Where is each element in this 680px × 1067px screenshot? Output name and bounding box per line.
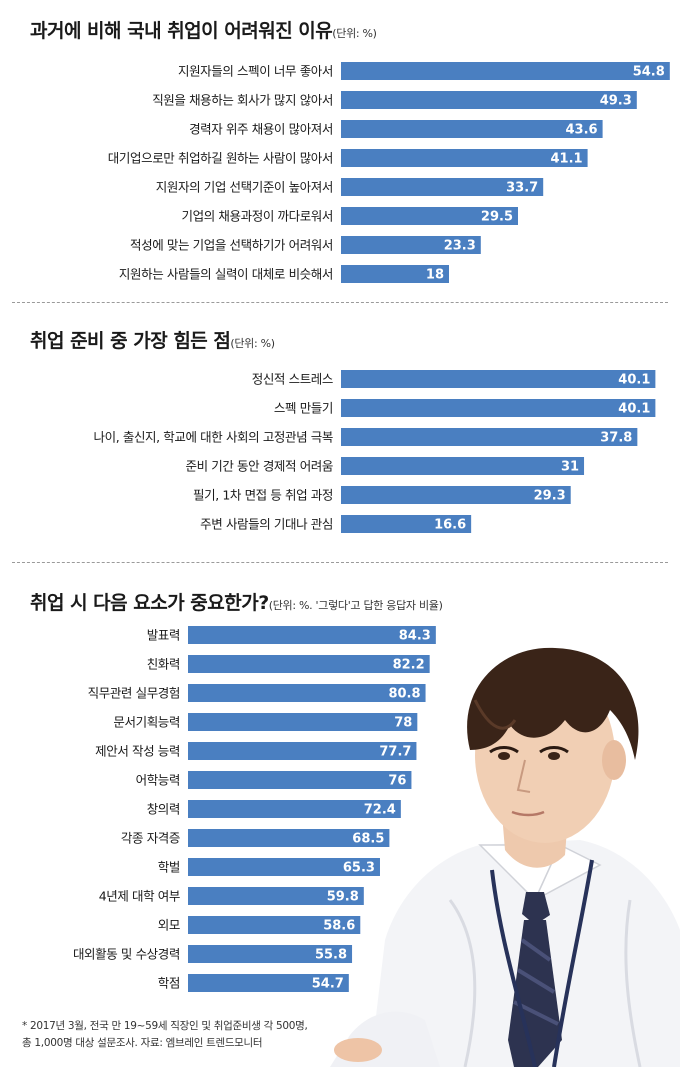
value-label: 72.4 [364, 803, 396, 818]
bar [341, 265, 449, 283]
value-label: 58.6 [323, 919, 355, 934]
category-label: 창의력 [147, 802, 180, 817]
category-label: 지원자들의 스펙이 너무 좋아서 [178, 64, 333, 79]
value-label: 54.7 [312, 977, 344, 992]
value-label: 54.8 [633, 65, 665, 80]
chart-title-factors: 취업 시 다음 요소가 중요한가?(단위: %. '그렇다'고 답한 응답자 비… [30, 588, 443, 615]
value-label: 37.8 [600, 431, 632, 446]
value-label: 23.3 [444, 239, 476, 254]
chart-difficulties: 정신적 스트레스 40.1 스펙 만들기 40.1 나이, 출신지, 학교에 대한 사회… [94, 370, 656, 533]
bar [188, 858, 380, 876]
category-label: 정신적 스트레스 [252, 372, 333, 387]
value-label: 65.3 [343, 861, 375, 876]
bar [188, 887, 364, 905]
section-divider [12, 302, 668, 303]
chart-factors: 발표력 84.3 친화력 82.2 직무관련 실무경험 80.8 문서기획능력 78 제안서 작… [73, 626, 436, 992]
bar [341, 370, 656, 388]
category-label: 학벌 [158, 860, 180, 875]
category-label: 학점 [158, 976, 180, 991]
bar [188, 945, 353, 963]
chart-title-text: 취업 시 다음 요소가 중요한가? [30, 592, 269, 614]
category-label: 4년제 대학 여부 [99, 889, 180, 904]
category-label: 발표력 [147, 628, 180, 643]
bar [188, 626, 436, 644]
category-label: 주변 사람들의 기대나 관심 [200, 517, 333, 532]
value-label: 40.1 [618, 402, 650, 417]
value-label: 68.5 [352, 832, 384, 847]
value-label: 43.6 [566, 123, 598, 138]
bar [341, 178, 544, 196]
category-label: 문서기획능력 [113, 715, 180, 730]
bar [341, 515, 472, 533]
category-label: 직무관련 실무경험 [88, 686, 180, 701]
bar [188, 829, 390, 847]
category-label: 지원자의 기업 선택기준이 높아져서 [156, 180, 333, 195]
category-label: 직원을 채용하는 회사가 많지 않아서 [152, 93, 333, 108]
category-label: 대기업으로만 취업하길 원하는 사람이 많아서 [108, 151, 333, 166]
value-label: 18 [426, 268, 444, 283]
footnote: * 2017년 3월, 전국 만 19~59세 직장인 및 취업준비생 각 50… [22, 1020, 308, 1049]
bar [188, 742, 417, 760]
bar [341, 120, 603, 138]
category-label: 필기, 1차 면접 등 취업 과정 [193, 488, 333, 503]
bar [188, 655, 430, 673]
value-label: 40.1 [618, 373, 650, 388]
value-label: 78 [394, 716, 412, 731]
young-man-illustration [330, 647, 680, 1067]
bar [341, 62, 670, 80]
bar [341, 457, 585, 475]
category-label: 대외활동 및 수상경력 [73, 947, 180, 962]
category-label: 스펙 만들기 [274, 401, 333, 416]
chart-unit: (단위: %) [230, 337, 275, 350]
value-label: 77.7 [379, 745, 411, 760]
category-label: 기업의 채용과정이 까다로워서 [182, 209, 333, 224]
category-label: 적성에 맞는 기업을 선택하기가 어려워서 [130, 238, 333, 253]
chart-title-text: 과거에 비해 국내 취업이 어려워진 이유 [30, 20, 333, 42]
value-label: 33.7 [506, 181, 538, 196]
category-label: 지원하는 사람들의 실력이 대체로 비슷해서 [119, 267, 333, 282]
bar [188, 916, 361, 934]
category-label: 친화력 [147, 657, 180, 672]
value-label: 59.8 [327, 890, 359, 905]
bar [341, 91, 637, 109]
chart-title-text: 취업 준비 중 가장 힘든 점 [30, 330, 231, 352]
category-label: 어학능력 [136, 773, 180, 788]
category-label: 각종 자격증 [121, 831, 180, 846]
value-label: 49.3 [600, 94, 632, 109]
category-label: 경력자 위주 채용이 많아져서 [189, 122, 333, 137]
bar [188, 771, 412, 789]
value-label: 82.2 [393, 658, 425, 673]
bar [188, 684, 426, 702]
section-divider [12, 562, 668, 563]
chart-title-reasons: 과거에 비해 국내 취업이 어려워진 이유(단위: %) [30, 16, 377, 43]
value-label: 41.1 [551, 152, 583, 167]
value-label: 84.3 [399, 629, 431, 644]
value-label: 16.6 [434, 518, 466, 533]
bar [188, 974, 349, 992]
bar [341, 486, 571, 504]
bar [188, 713, 418, 731]
chart-title-difficulties: 취업 준비 중 가장 힘든 점(단위: %) [30, 326, 275, 353]
chart-unit: (단위: %) [332, 27, 377, 40]
category-label: 외모 [158, 918, 180, 933]
bar [341, 236, 481, 254]
value-label: 31 [561, 460, 579, 475]
value-label: 29.5 [481, 210, 513, 225]
bar [341, 399, 656, 417]
category-label: 준비 기간 동안 경제적 어려움 [186, 459, 334, 474]
value-label: 55.8 [315, 948, 347, 963]
value-label: 80.8 [388, 687, 420, 702]
value-label: 76 [388, 774, 406, 789]
chart-unit: (단위: %. '그렇다'고 답한 응답자 비율) [268, 599, 443, 612]
value-label: 29.3 [534, 489, 566, 504]
category-label: 나이, 출신지, 학교에 대한 사회의 고정관념 극복 [94, 430, 334, 445]
chart-reasons: 지원자들의 스펙이 너무 좋아서 54.8 직원을 채용하는 회사가 많지 않아서 4… [108, 62, 670, 283]
bar [341, 428, 638, 446]
bar [341, 207, 518, 225]
bar [188, 800, 401, 818]
bar [341, 149, 588, 167]
category-label: 제안서 작성 능력 [95, 744, 180, 759]
